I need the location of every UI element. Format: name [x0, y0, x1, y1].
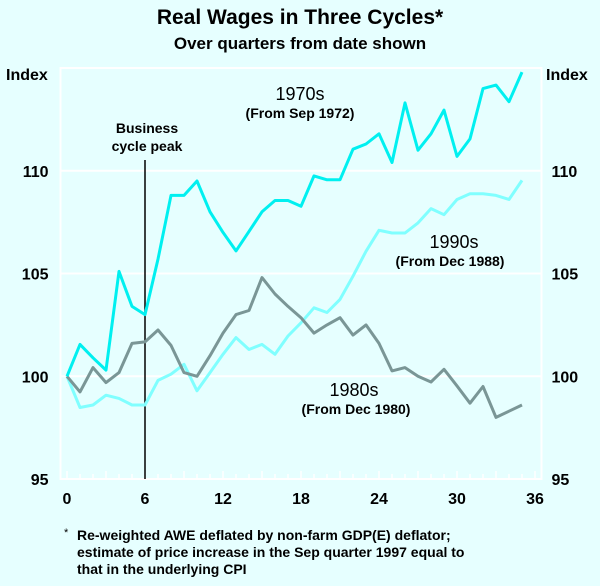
series-sublabel: (From Dec 1988): [396, 253, 505, 269]
x-tick-label: 24: [370, 491, 388, 508]
y-tick-label-left: 100: [22, 369, 49, 386]
footnote-line: Re-weighted AWE deflated by non-farm GDP…: [77, 527, 451, 543]
y-axis-label-right: Index: [546, 67, 588, 84]
x-tick-label: 30: [448, 491, 466, 508]
y-tick-label-left: 110: [23, 164, 49, 181]
y-tick-label-left: 95: [31, 472, 49, 489]
y-tick-label-right: 95: [552, 472, 570, 489]
annotation-label: cycle peak: [112, 138, 183, 154]
chart-subtitle: Over quarters from date shown: [173, 34, 427, 53]
series-label: 1970s: [275, 84, 324, 104]
chart-title: Real Wages in Three Cycles*: [156, 6, 444, 29]
y-axis-label-left: Index: [6, 67, 48, 84]
series-label: 1980s: [329, 380, 378, 400]
footnote-marker: *: [64, 527, 69, 539]
series-label: 1990s: [429, 232, 478, 252]
footnote-line: that in the underlying CPI: [77, 561, 247, 577]
x-tick-label: 36: [526, 491, 544, 508]
series-line-1990s: [65, 179, 524, 409]
footnote-line: estimate of price increase in the Sep qu…: [77, 544, 465, 560]
y-tick-label-right: 110: [552, 164, 578, 181]
series-line-1970s: [65, 71, 524, 377]
x-tick-label: 12: [214, 491, 232, 508]
y-tick-label-right: 100: [552, 369, 579, 386]
x-tick-label: 6: [141, 491, 150, 508]
x-tick-label: 18: [292, 491, 310, 508]
series-sublabel: (From Dec 1980): [302, 401, 411, 417]
y-tick-label-right: 105: [552, 267, 579, 284]
series-sublabel: (From Sep 1972): [246, 105, 355, 121]
series-line-1980s: [65, 276, 523, 419]
footnote: * Re-weighted AWE deflated by non-farm G…: [64, 527, 464, 578]
y-tick-label-left: 105: [22, 267, 49, 284]
annotation-label: Business: [116, 120, 178, 136]
x-tick-label: 0: [63, 491, 72, 508]
